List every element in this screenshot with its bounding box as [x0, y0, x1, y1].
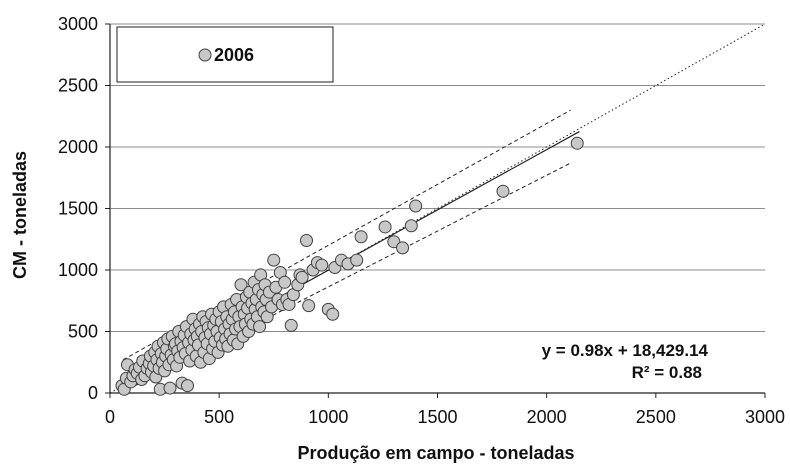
x-tick-label: 2000	[527, 407, 567, 427]
data-point	[378, 220, 392, 234]
legend: 2006	[116, 26, 334, 83]
legend-label: 2006	[214, 45, 254, 65]
data-point	[404, 219, 418, 233]
x-tick-label: 1000	[308, 407, 348, 427]
data-point	[300, 233, 313, 247]
data-point	[409, 199, 423, 213]
data-point	[295, 270, 309, 284]
x-tick-label: 2500	[636, 407, 676, 427]
y-tick-label: 2000	[58, 137, 98, 157]
data-point	[278, 275, 292, 289]
y-tick-label: 500	[68, 322, 98, 342]
data-points	[115, 136, 584, 396]
data-point	[354, 230, 368, 244]
data-point	[496, 184, 510, 198]
data-point	[253, 320, 267, 334]
data-point	[350, 253, 364, 267]
tick-labels: 0 500 1000 1500 2000 2500 3000 0 500 1000 1500 2000…	[58, 14, 785, 427]
r-squared: R² = 0.88	[632, 363, 702, 382]
y-tick-label: 3000	[58, 14, 98, 34]
x-tick-label: 0	[105, 407, 115, 427]
data-point	[163, 381, 177, 395]
x-tick-label: 3000	[745, 407, 785, 427]
gridlines	[110, 23, 765, 332]
y-tick-label: 1500	[58, 199, 98, 219]
x-axis-title: Produção em campo - toneladas	[297, 443, 574, 463]
regression-equation: y = 0.98x + 18,429.14	[542, 341, 709, 360]
data-point	[570, 136, 584, 150]
data-point	[181, 379, 195, 393]
axes	[105, 23, 766, 398]
data-point	[326, 307, 340, 321]
legend-marker-icon	[198, 48, 212, 62]
data-point	[267, 253, 281, 267]
data-point	[284, 318, 298, 332]
y-tick-label: 2500	[58, 76, 98, 96]
data-point	[396, 241, 410, 255]
x-tick-label: 500	[204, 407, 234, 427]
data-point	[302, 299, 316, 313]
data-point	[387, 235, 401, 249]
x-tick-label: 1500	[417, 407, 457, 427]
legend-box	[116, 26, 334, 83]
y-axis-title: CM - toneladas	[10, 151, 30, 279]
data-point	[315, 258, 329, 272]
y-tick-label: 0	[88, 383, 98, 403]
data-point	[234, 278, 248, 292]
y-tick-label: 1000	[58, 260, 98, 280]
